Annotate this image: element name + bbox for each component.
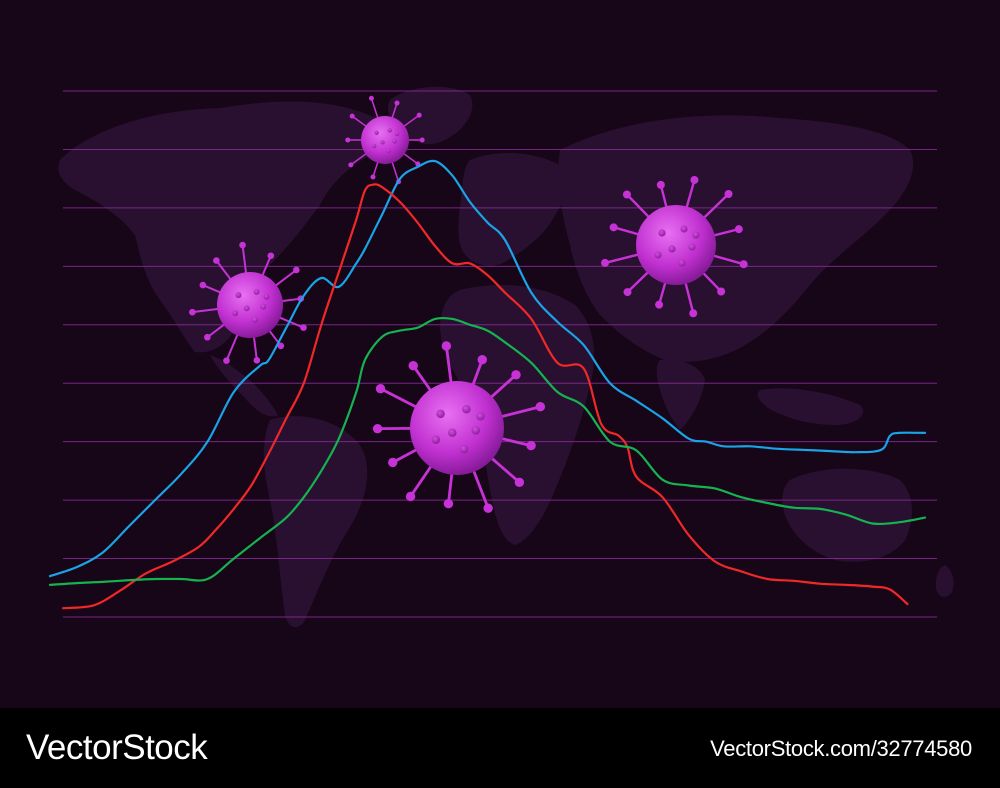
virus-decorations — [189, 95, 748, 513]
virus-icon — [372, 341, 546, 513]
image-id-label: VectorStock.com/32774580 — [710, 736, 972, 761]
watermark-footer: VectorStock VectorStock.com/32774580 — [0, 708, 1000, 788]
virus-icon — [601, 175, 748, 318]
series-lines — [48, 159, 927, 610]
vectorstock-logo: VectorStock — [26, 728, 208, 767]
virus-icon — [345, 95, 425, 185]
world-map-silhouette — [58, 86, 954, 628]
line-chart — [48, 86, 954, 628]
series-line-blue — [48, 159, 927, 578]
series-line-red — [62, 183, 909, 610]
series-line-green — [48, 316, 927, 586]
chart-area — [0, 0, 1000, 708]
